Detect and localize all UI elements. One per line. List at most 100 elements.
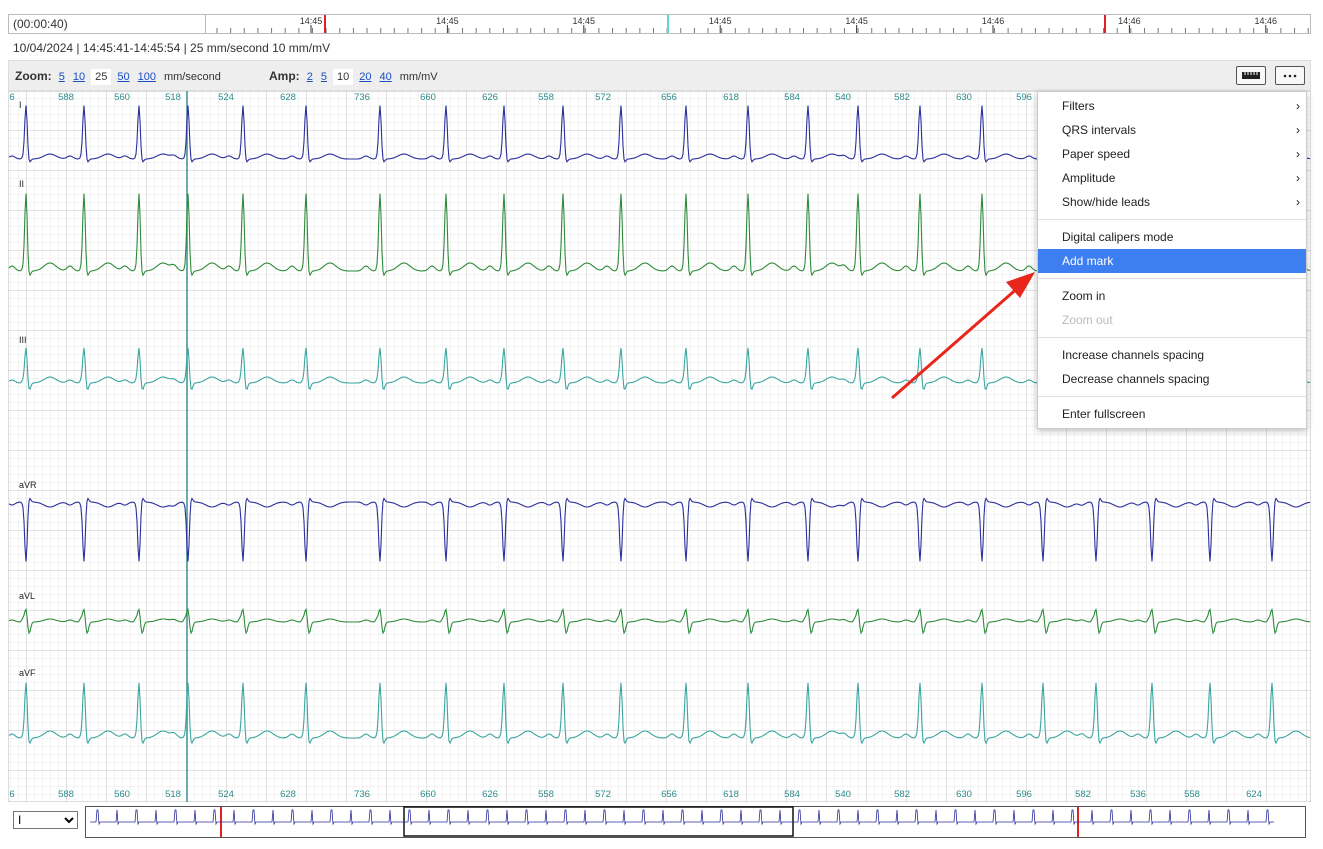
submenu-arrow: › [1296,99,1300,113]
rr-interval: 736 [354,92,370,103]
menu-item-label: Digital calipers mode [1062,230,1174,244]
rr-interval: 660 [420,92,436,103]
time-label: 14:46 [982,16,1005,26]
time-label: 14:45 [300,16,323,26]
zoom-option[interactable]: 5 [58,71,65,83]
menu-item-label: Add mark [1062,254,1114,268]
zoom-option-selected: 25 [91,69,112,85]
lead-label: III [19,335,27,345]
rr-interval: 626 [482,789,498,800]
menu-item-label: Enter fullscreen [1062,407,1146,421]
menu-item[interactable]: Enter fullscreen [1038,402,1306,426]
amp-option[interactable]: 40 [379,71,392,83]
submenu-arrow: › [1296,171,1300,185]
menu-item[interactable]: QRS intervals › [1038,118,1306,142]
rr-interval: 618 [723,92,739,103]
rr-interval: 524 [218,789,234,800]
rr-interval: 536 [1130,789,1146,800]
menu-separator [1038,337,1306,338]
menu-item-label: Zoom out [1062,313,1113,327]
menu-item: Zoom out [1038,308,1306,332]
amp-label: Amp: [269,69,300,83]
timeline[interactable]: (00:00:40) 14:45 14:45 14:45 14:45 14:45 14:4… [8,14,1311,34]
lead-select[interactable]: I [13,811,78,829]
menu-separator [1038,278,1306,279]
time-label: 14:45 [845,16,868,26]
amp-option[interactable]: 5 [320,71,327,83]
rr-interval: 6 [9,789,14,800]
lead-label: aVL [19,591,35,601]
rr-interval: 624 [1246,789,1262,800]
rr-interval: 618 [723,789,739,800]
menu-item[interactable]: Decrease channels spacing [1038,367,1306,391]
menu-item[interactable]: Show/hide leads › [1038,190,1306,214]
dots-icon [1283,74,1297,78]
time-label: 14:46 [1118,16,1141,26]
record-info: 10/04/2024 | 14:45:41-14:45:54 | 25 mm/s… [13,41,331,55]
rr-interval: 588 [58,92,74,103]
calipers-button[interactable] [1236,66,1266,85]
zoom-unit: mm/second [163,71,221,83]
toolbar: Zoom: 5 10 25 50 100 mm/second Amp: 2 5 10 20 40 m… [8,60,1311,91]
menu-item-label: Amplitude [1062,171,1116,185]
menu-item[interactable]: Filters › [1038,94,1306,118]
rr-interval: 596 [1016,92,1032,103]
submenu-arrow: › [1296,123,1300,137]
more-button[interactable] [1275,66,1305,85]
rr-interval: 560 [114,92,130,103]
menu-item-label: Filters [1062,99,1095,113]
amp-option[interactable]: 20 [359,71,372,83]
rr-interval: 582 [1075,789,1091,800]
time-label: 14:45 [436,16,459,26]
rr-interval: 558 [1184,789,1200,800]
rr-interval: 736 [354,789,370,800]
time-label: 14:45 [709,16,732,26]
menu-item[interactable]: Amplitude › [1038,166,1306,190]
zoom-option[interactable]: 50 [117,71,130,83]
lead-label: aVF [19,668,36,678]
amp-option[interactable]: 2 [306,71,313,83]
menu-item[interactable]: Paper speed › [1038,142,1306,166]
menu-item-label: QRS intervals [1062,123,1137,137]
rr-interval: 582 [894,92,910,103]
ecg-trace [8,497,1311,562]
menu-item-label: Decrease channels spacing [1062,372,1210,386]
rr-interval: 518 [165,92,181,103]
menu-item-label: Increase channels spacing [1062,348,1205,362]
rr-interval: 584 [784,92,800,103]
rr-interval: 628 [280,92,296,103]
annotation-arrow [891,272,1035,400]
rr-interval: 584 [784,789,800,800]
rr-interval: 630 [956,92,972,103]
menu-item[interactable]: Add mark [1038,249,1306,273]
view-window[interactable] [403,806,794,837]
rr-interval: 558 [538,92,554,103]
rr-interval: 596 [1016,789,1032,800]
menu-item-label: Zoom in [1062,289,1106,303]
amp-option-selected: 10 [332,69,354,85]
ecg-trace [8,607,1311,635]
menu-item-label: Show/hide leads [1062,195,1151,209]
overview-strip[interactable] [85,806,1306,838]
menu-item[interactable]: Increase channels spacing [1038,343,1306,367]
zoom-option[interactable]: 100 [137,71,156,83]
rr-interval: 540 [835,92,851,103]
menu-item[interactable]: Zoom in [1038,284,1306,308]
ecg-trace [8,682,1311,745]
ruler-icon [1242,72,1260,79]
time-label: 14:46 [1255,16,1278,26]
submenu-arrow: › [1296,147,1300,161]
rr-interval: 656 [661,789,677,800]
rr-interval: 656 [661,92,677,103]
rr-interval: 572 [595,92,611,103]
rr-interval: 628 [280,789,296,800]
zoom-group: Zoom: 5 10 25 50 100 mm/second [15,69,221,85]
duration: (00:00:40) [9,15,206,33]
rr-interval: 6 [9,92,14,103]
lead-label: aVR [19,480,37,490]
zoom-option[interactable]: 10 [72,71,86,83]
time-label: 14:45 [573,16,596,26]
rr-interval: 582 [894,789,910,800]
menu-item[interactable]: Digital calipers mode [1038,225,1306,249]
